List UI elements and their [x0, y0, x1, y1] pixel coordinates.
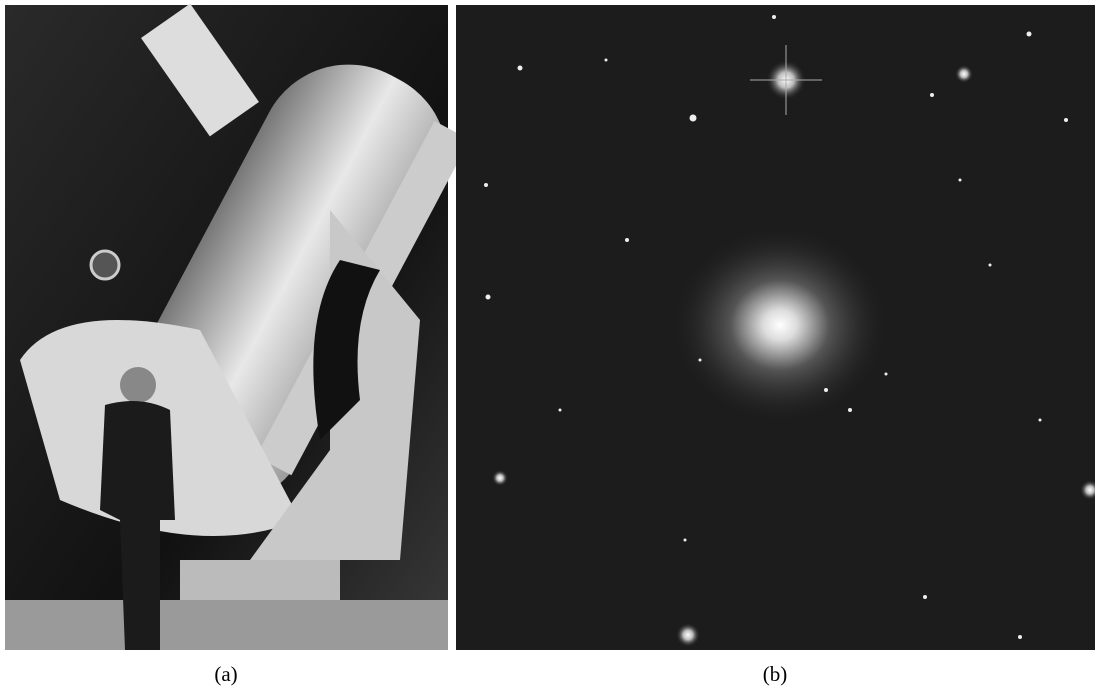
panel-label: (a) — [176, 662, 276, 687]
galaxy-photo — [456, 5, 1095, 650]
figure: (a) (b) — [0, 0, 1095, 688]
telescope-photo — [5, 4, 479, 650]
figure-images — [0, 0, 1095, 688]
panel-label: (b) — [725, 662, 825, 687]
